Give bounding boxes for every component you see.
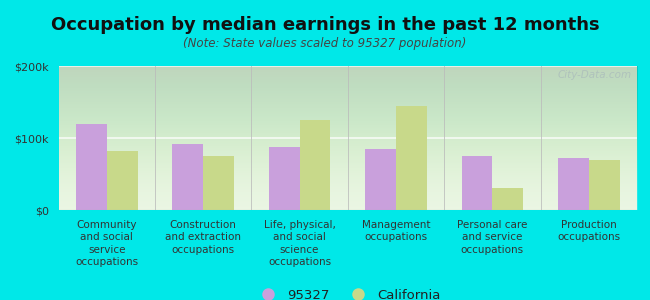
Text: Occupation by median earnings in the past 12 months: Occupation by median earnings in the pas…: [51, 16, 599, 34]
Bar: [493, 188, 523, 210]
Text: City-Data.com: City-Data.com: [557, 70, 631, 80]
Bar: [76, 124, 107, 210]
Bar: [396, 106, 427, 210]
Bar: [558, 158, 589, 210]
Bar: [203, 156, 234, 210]
Bar: [300, 120, 330, 210]
Text: (Note: State values scaled to 95327 population): (Note: State values scaled to 95327 popu…: [183, 38, 467, 50]
Bar: [107, 151, 138, 210]
Bar: [268, 147, 300, 210]
Bar: [172, 144, 203, 210]
Legend: 95327, California: 95327, California: [250, 284, 445, 300]
Bar: [589, 160, 619, 210]
Bar: [365, 149, 396, 210]
Bar: [462, 156, 492, 210]
